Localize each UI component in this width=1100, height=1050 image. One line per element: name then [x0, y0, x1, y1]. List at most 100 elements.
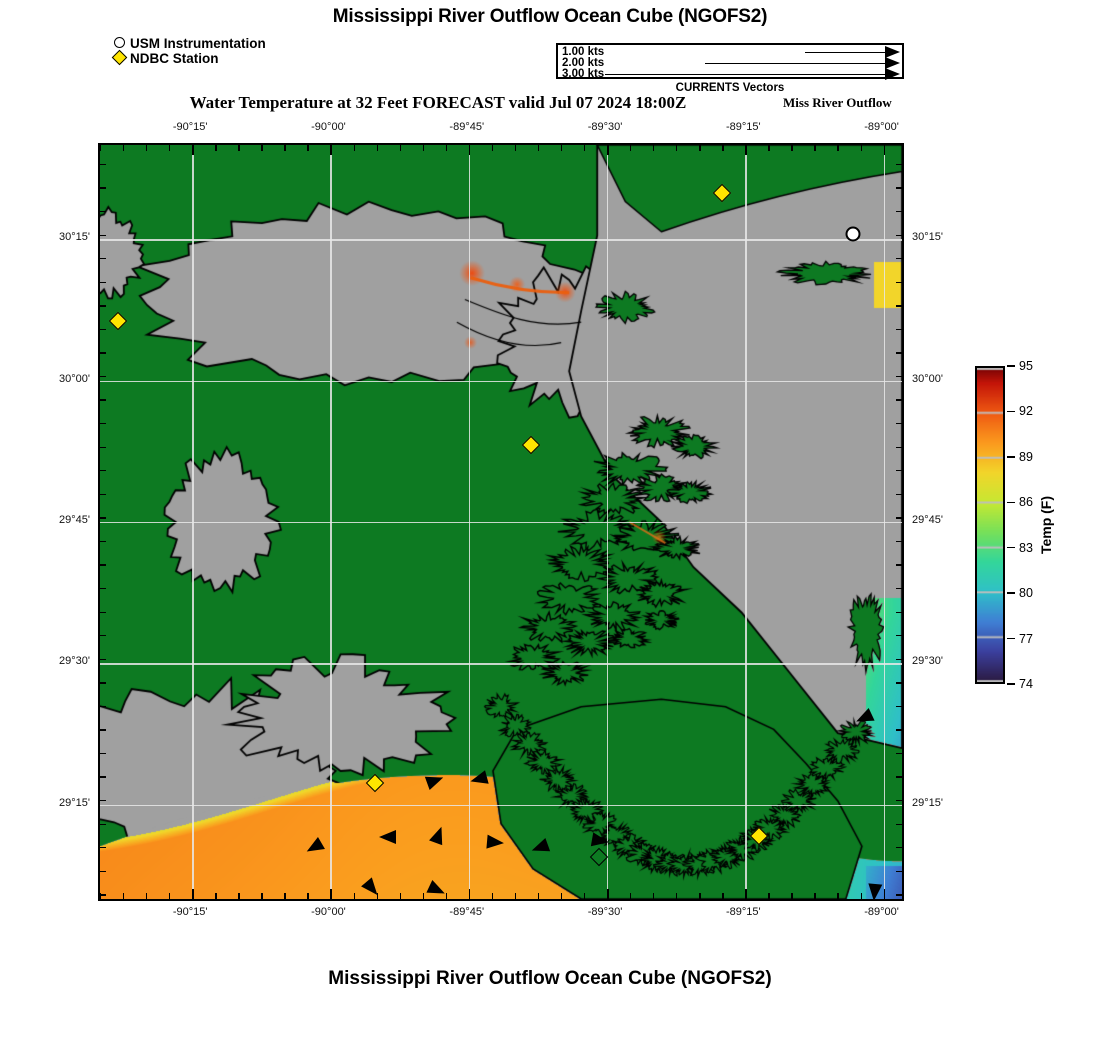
axis-tick [583, 893, 586, 899]
x-axis-label-bottom: -89°00' [864, 906, 899, 918]
axis-tick [100, 470, 106, 472]
x-axis-label-bottom: -90°15' [172, 906, 208, 918]
colorbar-tick [1007, 456, 1015, 458]
axis-tick [146, 893, 148, 899]
legend-item-usm: USM Instrumentation [112, 36, 372, 51]
axis-tick [491, 145, 494, 151]
y-axis-label-right: 29°15' [912, 796, 943, 809]
axis-tick [896, 564, 902, 566]
axis-tick [100, 540, 106, 543]
axis-tick [100, 894, 106, 896]
axis-tick [100, 847, 106, 849]
axis-tick [284, 145, 286, 151]
colorbar-tick-label: 74 [1019, 677, 1033, 691]
axis-tick [100, 587, 106, 590]
axis-tick [100, 517, 106, 519]
colorbar-tick-label: 89 [1019, 449, 1033, 464]
axis-tick [896, 399, 902, 401]
axis-tick [261, 145, 263, 151]
axis-tick [215, 145, 217, 151]
axis-tick [100, 352, 106, 354]
axis-tick [896, 423, 902, 425]
axis-tick [896, 823, 902, 825]
colorbar-tick [1007, 410, 1015, 413]
axis-tick [100, 281, 106, 283]
axis-tick [896, 352, 902, 354]
axis-tick [100, 564, 106, 566]
axis-tick [100, 823, 106, 825]
axis-tick [100, 210, 106, 213]
x-axis-label-bottom: -90°00' [311, 906, 346, 918]
axis-tick [422, 893, 424, 899]
axis-tick [814, 145, 816, 151]
station-legend: USM Instrumentation NDBC Station [111, 36, 372, 66]
axis-tick [607, 145, 609, 155]
gridline-horizontal [100, 663, 902, 665]
axis-tick [722, 893, 724, 899]
colorbar-tick-label: 95 [1019, 359, 1033, 373]
x-axis-label-top: -90°15' [172, 121, 208, 133]
colorbar-tick-label: 92 [1019, 404, 1033, 419]
currents-scale-1: 1.00 kts [558, 46, 902, 59]
axis-tick [722, 145, 724, 151]
axis-tick [537, 893, 540, 899]
axis-tick [896, 587, 902, 590]
colorbar-tick-label: 86 [1019, 495, 1033, 510]
axis-tick [100, 658, 106, 660]
x-axis-label-bottom: -89°30' [587, 906, 623, 918]
y-axis-label-left: 29°30' [59, 655, 90, 668]
axis-tick [768, 145, 770, 151]
axis-tick [100, 705, 106, 708]
axis-tick [468, 889, 471, 899]
axis-tick [896, 635, 902, 637]
axis-tick [768, 893, 770, 899]
colorbar[interactable] [975, 366, 1005, 684]
axis-tick [399, 145, 401, 151]
axis-tick [238, 145, 240, 151]
axis-tick [896, 800, 902, 802]
axis-tick [100, 145, 102, 151]
axis-tick [100, 493, 106, 496]
axis-tick [791, 893, 793, 899]
colorbar-tick [1007, 501, 1015, 503]
axis-tick [630, 145, 632, 151]
axis-tick [653, 893, 655, 899]
axis-tick [100, 305, 106, 307]
currents-scale-2-shaft [705, 63, 885, 65]
axis-tick [814, 893, 816, 899]
current-vector-arrow [591, 832, 611, 850]
axis-tick [192, 889, 194, 899]
axis-tick [896, 163, 902, 166]
axis-tick [100, 187, 106, 189]
y-axis-label-left: 30°00' [59, 372, 90, 385]
axis-tick [307, 893, 309, 899]
axis-tick [896, 493, 902, 496]
axis-tick [896, 870, 902, 872]
axis-tick [607, 889, 609, 899]
axis-tick [422, 145, 424, 151]
axis-tick [100, 611, 106, 613]
colorbar-tick [1007, 637, 1015, 640]
map-plot-area[interactable] [98, 143, 904, 901]
axis-tick [169, 145, 171, 151]
axis-tick [676, 893, 678, 899]
chart-subtitle: Water Temperature at 32 Feet FORECAST va… [189, 93, 687, 112]
axis-tick [100, 328, 106, 331]
usm-instrumentation-marker[interactable] [845, 226, 861, 242]
y-axis-label-right: 29°30' [912, 655, 943, 668]
axis-tick [330, 889, 333, 899]
axis-tick [261, 893, 263, 899]
gridline-horizontal [100, 804, 902, 807]
axis-tick [653, 145, 655, 151]
axis-tick [468, 145, 471, 155]
x-axis-label-bottom: -89°45' [449, 906, 485, 918]
gridline-horizontal [100, 380, 902, 383]
colorbar-tick-label: 83 [1019, 540, 1033, 555]
axis-tick [330, 145, 333, 155]
currents-scale-3-shaft [605, 74, 885, 76]
axis-tick [284, 893, 286, 899]
y-axis-label-left: 29°45' [59, 514, 90, 526]
axis-tick [883, 889, 886, 899]
currents-scale-1-shaft [805, 52, 885, 54]
currents-vector-legend: 1.00 kts 2.00 kts 3.00 kts [556, 43, 904, 80]
